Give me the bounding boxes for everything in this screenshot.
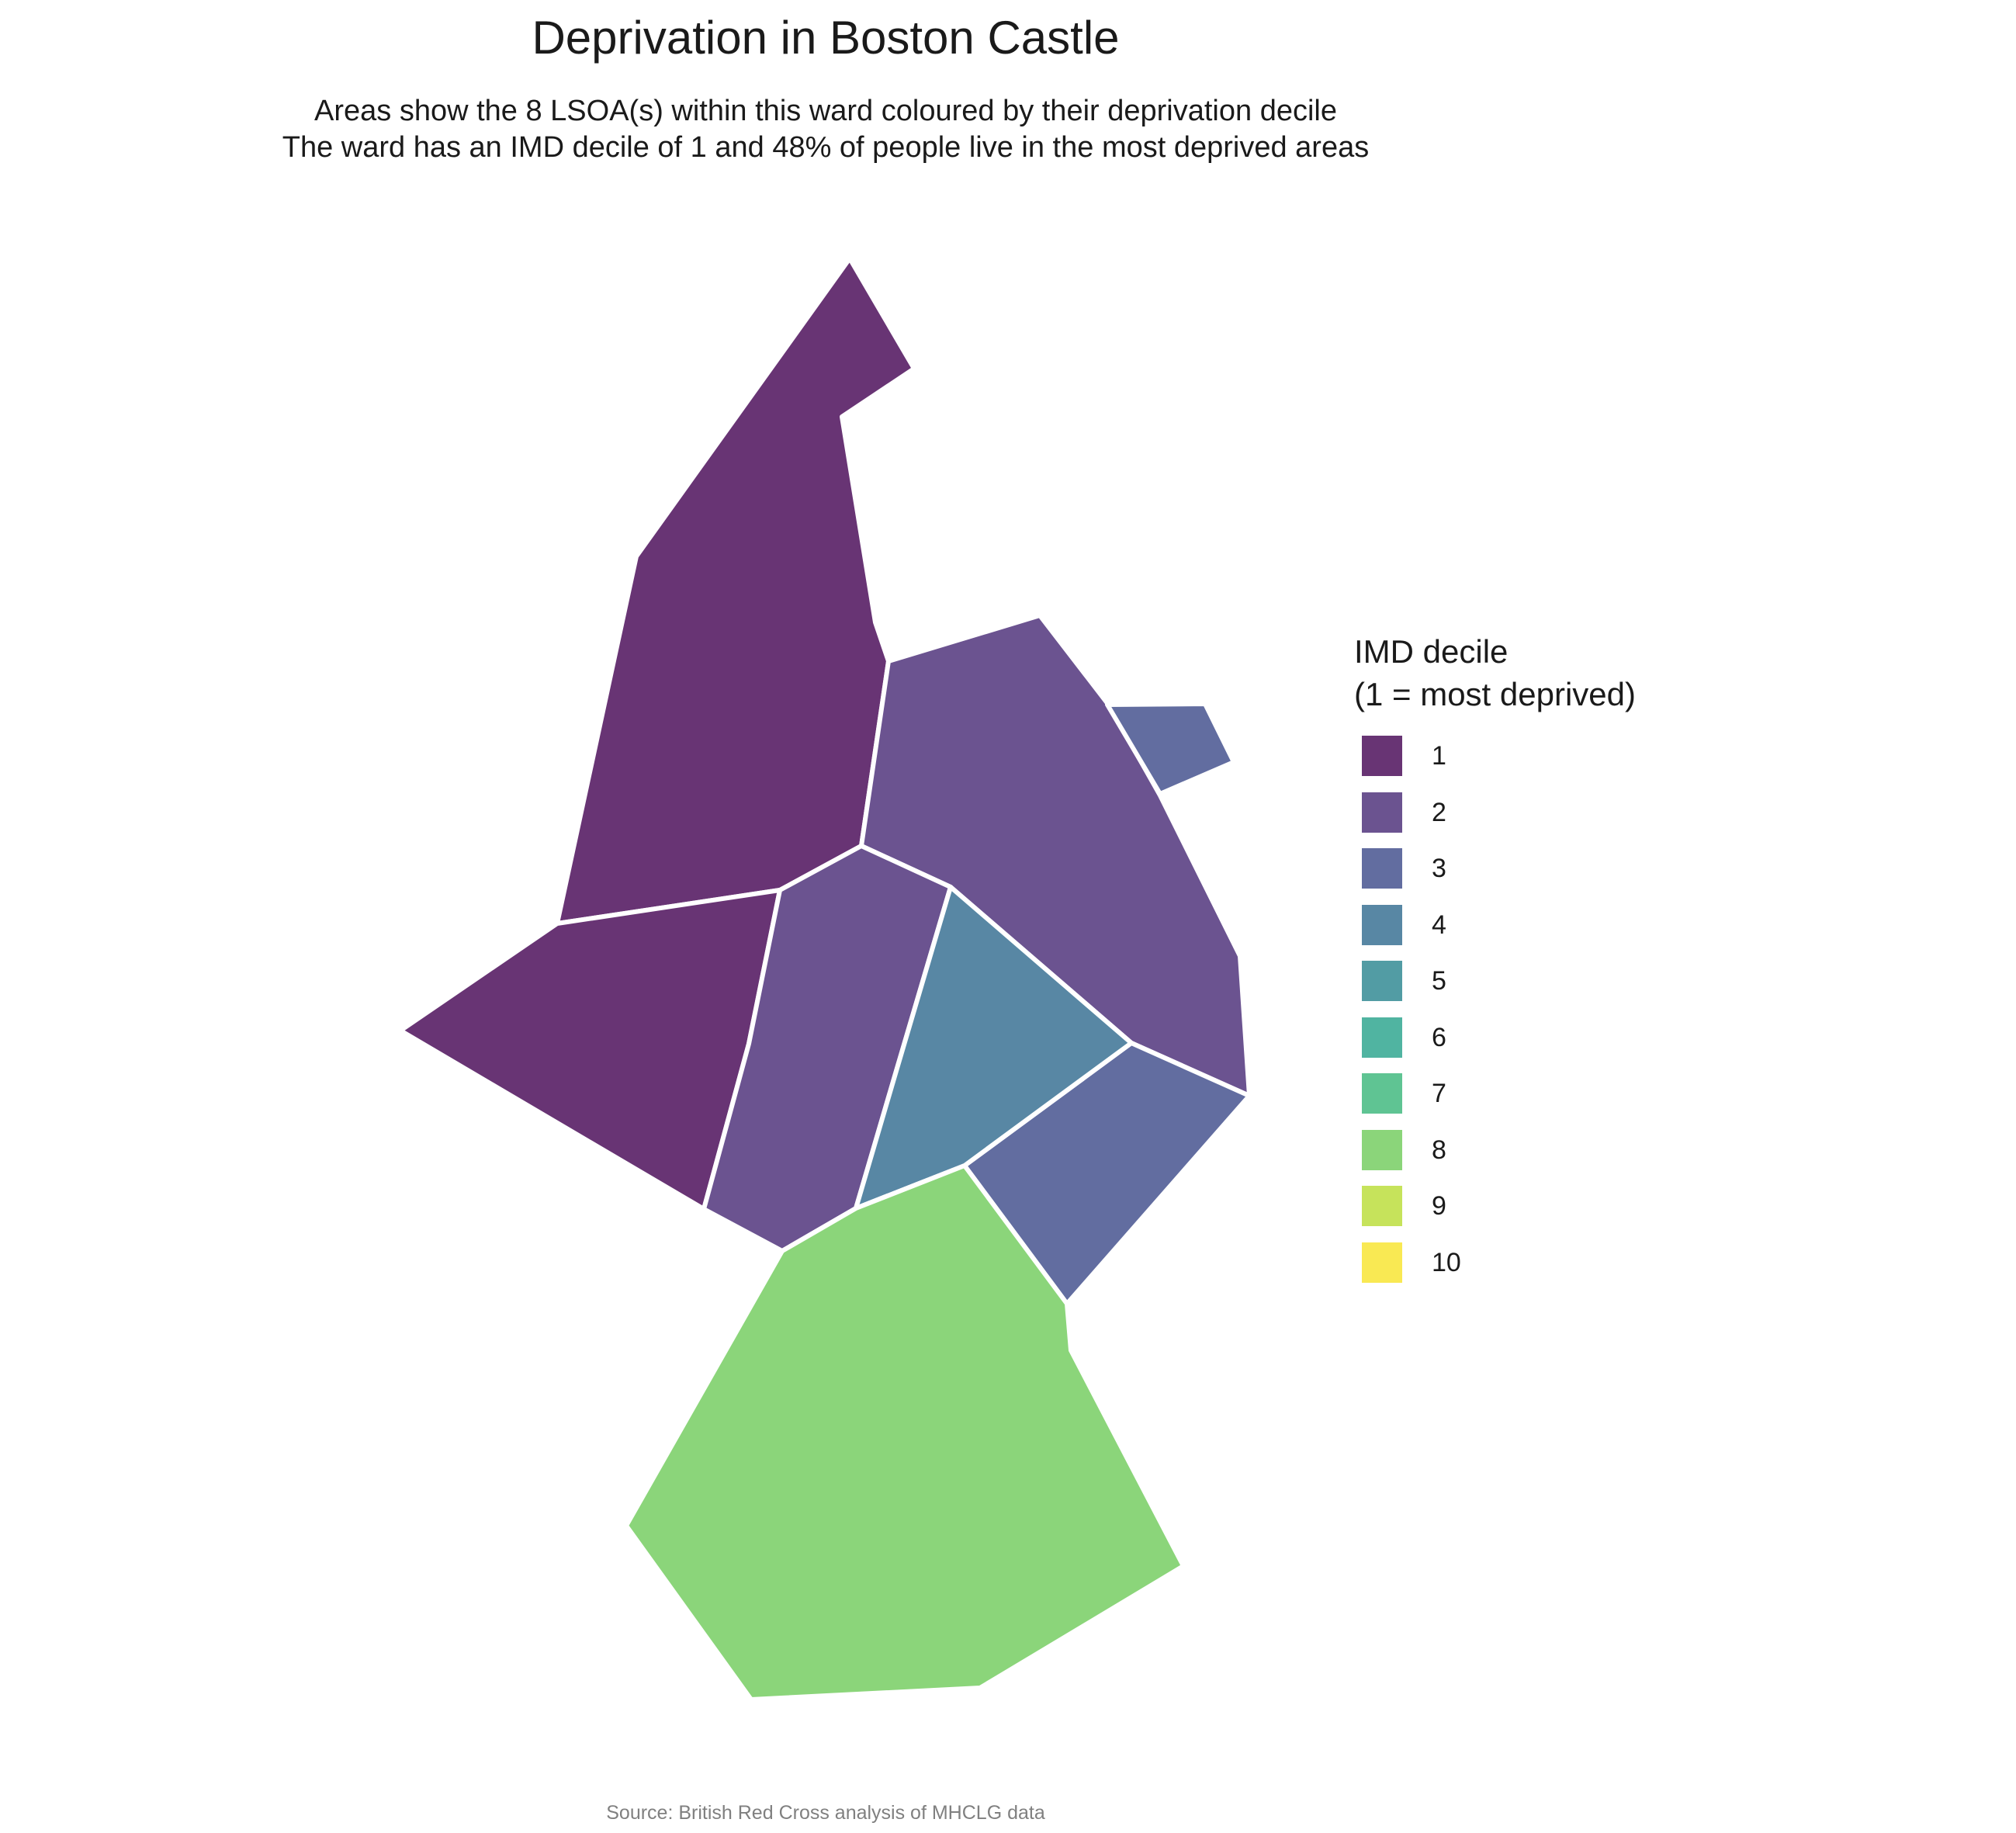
legend-label: 3 bbox=[1432, 854, 1446, 883]
legend-swatch bbox=[1362, 1242, 1402, 1283]
legend-swatch bbox=[1362, 1017, 1402, 1058]
legend-label: 4 bbox=[1432, 910, 1446, 940]
legend-swatch bbox=[1362, 736, 1402, 776]
legend-label: 5 bbox=[1432, 966, 1446, 996]
legend-swatch bbox=[1362, 1186, 1402, 1226]
legend-label: 1 bbox=[1432, 741, 1446, 771]
legend-title: IMD decile (1 = most deprived) bbox=[1354, 630, 1636, 716]
lsoa-areas bbox=[398, 256, 1252, 1702]
lsoa-area-south bbox=[624, 1163, 1186, 1702]
legend-swatch bbox=[1362, 792, 1402, 833]
legend-label: 10 bbox=[1432, 1247, 1461, 1277]
legend-swatch bbox=[1362, 848, 1402, 889]
chart-title: Deprivation in Boston Castle bbox=[532, 12, 1120, 64]
chart-subtitle-line-2: The ward has an IMD decile of 1 and 48% … bbox=[282, 131, 1370, 164]
legend-title-line-1: IMD decile bbox=[1354, 633, 1509, 670]
chart-subtitle-line-1: Areas show the 8 LSOA(s) within this war… bbox=[314, 95, 1337, 127]
legend-label: 6 bbox=[1432, 1022, 1446, 1052]
lsoa-area-north bbox=[555, 256, 916, 926]
legend-title-line-2: (1 = most deprived) bbox=[1354, 676, 1636, 712]
legend-swatch bbox=[1362, 961, 1402, 1001]
legend: IMD decile (1 = most deprived) 1 2 3 4 5 6 7 8 9… bbox=[1354, 630, 1636, 1283]
legend-swatch bbox=[1362, 1073, 1402, 1114]
legend-swatch bbox=[1362, 1129, 1402, 1170]
legend-label: 2 bbox=[1432, 797, 1446, 827]
lsoa-area-east-small bbox=[1105, 702, 1236, 796]
source-caption: Source: British Red Cross analysis of MH… bbox=[606, 1802, 1045, 1824]
legend-swatch bbox=[1362, 904, 1402, 945]
legend-label: 9 bbox=[1432, 1191, 1446, 1221]
legend-label: 7 bbox=[1432, 1079, 1446, 1108]
legend-label: 8 bbox=[1432, 1135, 1446, 1165]
